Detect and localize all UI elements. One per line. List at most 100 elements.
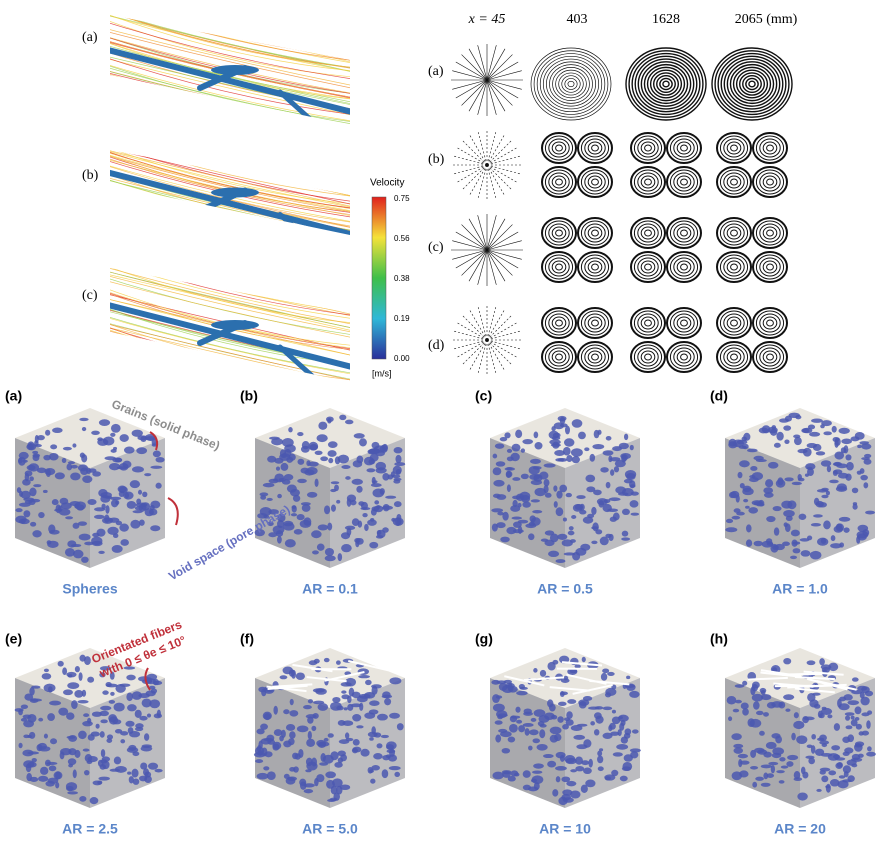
pore (621, 508, 630, 516)
cube (14, 648, 165, 808)
pore (770, 543, 779, 553)
pore (624, 728, 632, 736)
arrow (149, 431, 159, 451)
fiber (110, 47, 350, 115)
pore (99, 672, 106, 678)
streamline (486, 339, 513, 366)
pore (793, 712, 799, 719)
pore (65, 782, 78, 791)
streamline (630, 251, 666, 283)
row-label: (c) (428, 240, 444, 255)
pore (127, 727, 134, 734)
pore (568, 526, 574, 531)
pore (50, 738, 58, 745)
pore (60, 502, 72, 510)
streamline (110, 77, 350, 125)
streamline (580, 310, 610, 336)
streamline (726, 61, 778, 107)
pore (766, 773, 775, 778)
pore (733, 508, 741, 513)
pore (111, 544, 123, 553)
pore (570, 448, 583, 457)
pore (733, 747, 743, 754)
streamline (110, 15, 350, 69)
pore (113, 702, 125, 712)
streamline (561, 75, 581, 93)
cube-grid: (a) Spheres (b) AR = 0.1 (c) AR = 0.5 (d) AR = … (5, 388, 876, 837)
fiber (504, 675, 545, 687)
pore (539, 729, 546, 739)
streamline (577, 251, 613, 283)
pore (499, 436, 508, 442)
pore (865, 510, 876, 515)
streamline (584, 257, 606, 277)
pore (600, 672, 608, 681)
streamline (673, 313, 695, 333)
pore (370, 518, 375, 522)
pore (555, 559, 566, 564)
pore (553, 501, 558, 508)
pore (861, 712, 870, 717)
fiber (803, 670, 844, 676)
streamline (680, 178, 688, 186)
pore (368, 709, 379, 715)
pore (156, 709, 161, 718)
pore (306, 467, 318, 475)
cross-section (625, 47, 707, 121)
pore (854, 706, 862, 715)
cross-section (541, 307, 613, 373)
pore (539, 723, 547, 728)
pore (297, 432, 304, 437)
cube-caption: AR = 1.0 (772, 581, 828, 597)
pore (330, 504, 336, 512)
pore (810, 745, 816, 754)
pore (139, 715, 148, 721)
pore (587, 706, 600, 710)
pore (511, 443, 521, 452)
pore (621, 537, 631, 541)
pore (352, 739, 360, 746)
cross-section (716, 307, 788, 373)
streamline (486, 139, 513, 166)
fiber (324, 671, 365, 682)
pore (268, 436, 280, 440)
pore (376, 743, 383, 749)
pore (303, 788, 314, 794)
pore (120, 731, 129, 736)
pore (395, 454, 402, 464)
pore (732, 439, 744, 448)
pore (760, 782, 771, 787)
streamline (541, 307, 577, 339)
pore (385, 495, 397, 499)
pore (630, 512, 640, 516)
pore (850, 715, 855, 720)
pore (385, 754, 392, 759)
streamline (110, 268, 350, 309)
pore (32, 530, 42, 538)
pore (820, 537, 827, 544)
cube (254, 408, 406, 568)
streamline (752, 166, 788, 198)
pore (322, 754, 334, 764)
pore (742, 487, 754, 496)
pore (323, 737, 329, 742)
streamline (548, 223, 570, 243)
pore (318, 741, 330, 747)
streamline (452, 79, 488, 90)
streamline (110, 202, 350, 235)
pore (851, 689, 863, 695)
streamline (452, 155, 488, 166)
streamline (548, 172, 570, 192)
pore (833, 754, 841, 759)
pore (515, 706, 521, 713)
pore (345, 476, 351, 480)
pore (496, 522, 506, 529)
pore (120, 739, 126, 744)
pore (273, 705, 278, 715)
pore (292, 494, 301, 502)
streamline (544, 169, 574, 195)
fiber (348, 659, 389, 672)
pore (34, 444, 42, 448)
streamline (719, 169, 749, 195)
pore (575, 765, 585, 772)
